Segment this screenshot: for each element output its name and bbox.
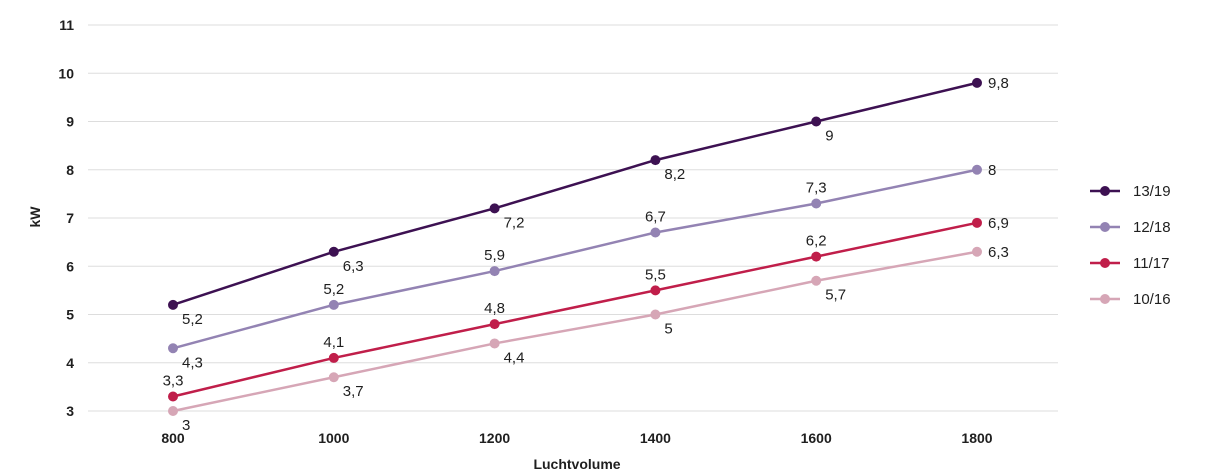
legend-marker <box>1100 258 1110 268</box>
series-line <box>172 250 978 413</box>
y-tick-label: 3 <box>66 403 74 419</box>
data-point <box>811 198 822 209</box>
x-tick-label: 1800 <box>961 430 992 446</box>
legend-marker <box>1100 294 1110 304</box>
data-point <box>489 338 500 349</box>
data-point <box>811 251 822 262</box>
legend-marker <box>1100 222 1110 232</box>
y-axis-label: kW <box>27 206 43 228</box>
data-point <box>328 299 339 310</box>
data-label: 5 <box>664 321 672 338</box>
data-label: 3 <box>182 417 190 434</box>
data-label: 6,3 <box>343 258 364 275</box>
y-tick-label: 9 <box>66 114 74 130</box>
data-label: 9 <box>825 128 833 145</box>
data-point <box>168 343 178 354</box>
y-tick-label: 5 <box>66 307 74 323</box>
data-point <box>972 246 982 257</box>
data-label: 4,1 <box>323 334 344 351</box>
legend-item: 11/17 <box>1090 255 1169 272</box>
data-point <box>489 203 500 214</box>
series-10-16: 3 3,7 4,4 5 5,7 6,3 <box>168 244 1009 434</box>
data-point <box>489 266 500 277</box>
data-label: 5,2 <box>323 281 344 298</box>
data-label: 4,8 <box>484 300 505 317</box>
x-axis-ticks: 800 1000 1200 1400 1600 1800 <box>161 430 992 446</box>
legend-label: 12/18 <box>1133 219 1171 236</box>
legend-item: 12/18 <box>1090 219 1171 236</box>
x-tick-label: 800 <box>161 430 185 446</box>
series-line <box>172 81 978 307</box>
series-layer: 5,26,37,28,299,84,35,25,96,77,383,34,14,… <box>163 75 1009 434</box>
x-tick-label: 1400 <box>640 430 671 446</box>
legend-label: 11/17 <box>1133 255 1169 272</box>
data-point <box>811 116 822 127</box>
x-tick-label: 1600 <box>801 430 832 446</box>
y-tick-label: 7 <box>66 210 74 226</box>
legend-item: 13/19 <box>1090 183 1171 200</box>
data-label: 6,3 <box>988 244 1009 261</box>
data-label: 5,7 <box>825 287 846 304</box>
y-tick-label: 10 <box>58 65 74 81</box>
series-13-19: 5,2 6,3 7,2 8,2 9 9,8 <box>168 75 1009 328</box>
series-11-17: 3,3 4,1 4,8 5,5 6,2 6,9 <box>163 215 1009 402</box>
data-point <box>972 164 982 175</box>
legend-label: 10/16 <box>1133 291 1171 308</box>
y-tick-label: 11 <box>59 17 74 33</box>
data-point <box>811 275 822 286</box>
data-label: 3,3 <box>163 373 184 390</box>
data-point <box>328 246 339 257</box>
x-tick-label: 1200 <box>479 430 510 446</box>
x-tick-label: 1000 <box>318 430 349 446</box>
data-point <box>650 285 661 296</box>
data-label: 9,8 <box>988 75 1009 92</box>
data-label: 4,4 <box>504 349 525 366</box>
data-point <box>972 217 982 228</box>
data-point <box>650 227 661 238</box>
data-label: 7,3 <box>806 180 827 197</box>
data-point <box>168 406 178 416</box>
y-tick-label: 6 <box>66 258 74 274</box>
data-point <box>328 372 339 383</box>
legend-label: 13/19 <box>1133 183 1171 200</box>
legend-marker <box>1100 186 1110 196</box>
series-line <box>172 168 978 350</box>
data-label: 6,7 <box>645 208 666 225</box>
data-point <box>168 391 178 402</box>
data-point <box>650 155 661 166</box>
legend-item: 10/16 <box>1090 291 1171 308</box>
y-tick-label: 8 <box>66 162 74 178</box>
data-label: 3,7 <box>343 383 364 400</box>
data-label: 5,9 <box>484 247 505 264</box>
data-label: 5,2 <box>182 311 203 328</box>
data-label: 7,2 <box>504 214 525 231</box>
legend: 13/19 12/18 11/17 10/16 <box>1090 183 1171 308</box>
data-label: 4,3 <box>182 354 203 371</box>
data-point <box>489 319 500 330</box>
y-tick-label: 4 <box>66 355 74 371</box>
data-label: 8 <box>988 162 996 179</box>
data-label: 8,2 <box>664 166 685 183</box>
data-point <box>328 352 339 363</box>
data-point <box>972 77 982 88</box>
data-label: 6,2 <box>806 233 827 250</box>
series-line <box>172 221 978 398</box>
data-label: 5,5 <box>645 266 666 283</box>
series-12-18: 4,3 5,2 5,9 6,7 7,3 8 <box>168 162 996 371</box>
gridlines <box>88 24 1058 412</box>
data-point <box>650 309 661 320</box>
data-point <box>168 299 178 310</box>
data-label: 6,9 <box>988 215 1009 232</box>
y-axis-ticks: 3 4 5 6 7 8 9 10 11 <box>58 17 74 419</box>
x-axis-label: Luchtvolume <box>533 456 620 472</box>
